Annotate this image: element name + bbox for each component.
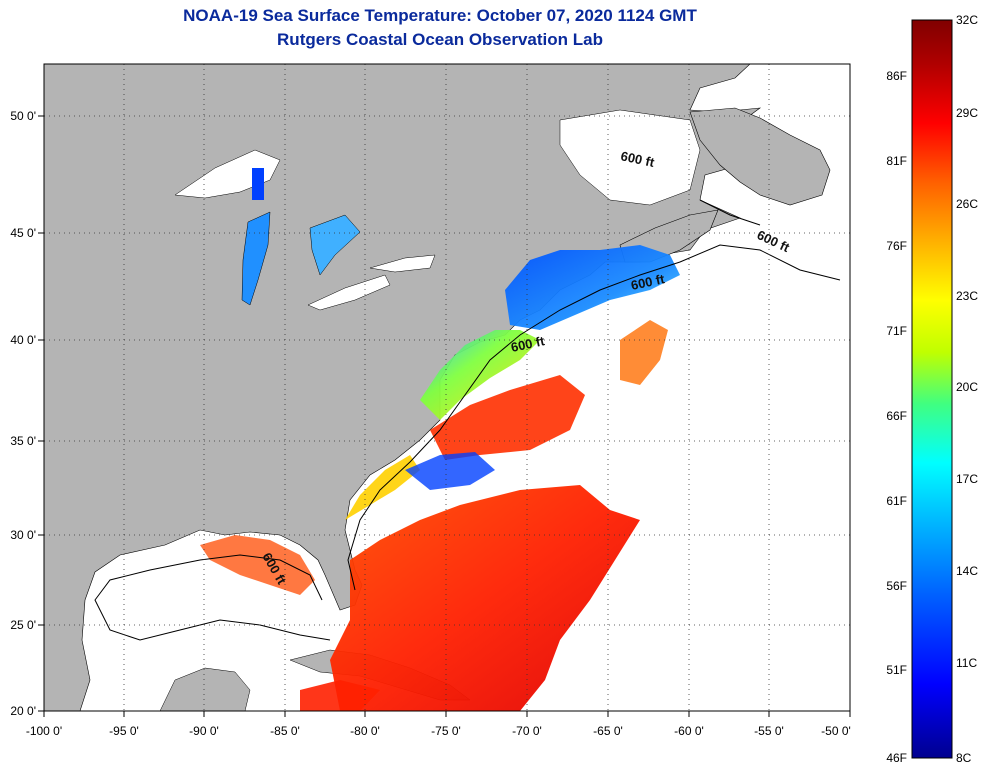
lon-label: -60 0' (674, 724, 704, 738)
celsius-label: 32C (956, 13, 978, 27)
land-newfoundland (689, 107, 831, 206)
celsius-label: 8C (956, 751, 972, 765)
colorbar-fahrenheit-labels: 86F 81F 76F 71F 66F 61F 56F 51F 46F (886, 69, 907, 765)
contour-label: 600 ft (510, 333, 547, 355)
sst-shelf (420, 330, 540, 420)
axis-ticks (38, 115, 851, 717)
celsius-label: 11C (956, 656, 977, 670)
fahrenheit-label: 86F (886, 69, 907, 83)
celsius-label: 14C (956, 564, 978, 578)
lon-label: -55 0' (754, 724, 784, 738)
celsius-label: 26C (956, 197, 978, 211)
lake-michigan (241, 211, 271, 306)
lake-superior-sst (252, 168, 264, 200)
lake-ontario (369, 254, 436, 273)
sst-gulf-of-mexico (200, 535, 315, 595)
longitude-labels: -100 0' -95 0' -90 0' -85 0' -80 0' -75 … (26, 724, 851, 738)
lat-label: 40 0' (10, 333, 36, 347)
map-border (43, 63, 851, 712)
fahrenheit-label: 46F (886, 751, 907, 765)
latitude-labels: 50 0' 45 0' 40 0' 35 0' 30 0' 25 0' 20 0… (10, 109, 36, 718)
lake-erie (307, 274, 391, 311)
map-subtitle: Rutgers Coastal Ocean Observation Lab (277, 30, 603, 49)
lon-label: -90 0' (189, 724, 219, 738)
fahrenheit-label: 61F (886, 494, 907, 508)
fahrenheit-label: 56F (886, 579, 907, 593)
sst-gulf-of-maine (505, 245, 680, 330)
sst-blue-patch (405, 452, 495, 490)
celsius-label: 29C (956, 106, 978, 120)
lat-label: 30 0' (10, 528, 36, 542)
lon-label: -50 0' (821, 724, 851, 738)
isobath-contours (94, 199, 841, 641)
fahrenheit-label: 51F (886, 663, 907, 677)
lat-label: 50 0' (10, 109, 36, 123)
fahrenheit-label: 76F (886, 239, 907, 253)
lon-label: -95 0' (109, 724, 139, 738)
lon-label: -80 0' (350, 724, 380, 738)
celsius-label: 20C (956, 380, 978, 394)
lon-label: -75 0' (431, 724, 461, 738)
sst-caribbean (300, 680, 380, 711)
sst-warm-gulfstream (330, 485, 640, 711)
lake-huron (309, 214, 361, 276)
map-title: NOAA-19 Sea Surface Temperature: October… (183, 6, 697, 25)
celsius-label: 17C (956, 472, 978, 486)
colorbar-celsius-labels: 32C 29C 26C 23C 20C 17C 14C 11C 8C (956, 13, 978, 765)
fahrenheit-label: 66F (886, 409, 907, 423)
lat-label: 20 0' (10, 704, 36, 718)
lon-label: -70 0' (512, 724, 542, 738)
lat-label: 45 0' (10, 226, 36, 240)
lon-label: -65 0' (593, 724, 623, 738)
contour-label: 600 ft (630, 271, 667, 293)
land-yucatan (159, 667, 251, 711)
sst-georges-bank (620, 320, 668, 385)
colorbar-gradient (911, 19, 953, 759)
fahrenheit-label: 71F (886, 324, 907, 338)
gulf-st-lawrence (559, 109, 701, 206)
lon-label: -100 0' (26, 724, 62, 738)
lon-label: -85 0' (270, 724, 300, 738)
sst-offshore-warm (430, 375, 585, 460)
fahrenheit-label: 81F (886, 154, 907, 168)
lat-label: 25 0' (10, 618, 36, 632)
celsius-label: 23C (956, 289, 978, 303)
contour-label: 600 ft (619, 148, 656, 170)
lat-label: 35 0' (10, 434, 36, 448)
